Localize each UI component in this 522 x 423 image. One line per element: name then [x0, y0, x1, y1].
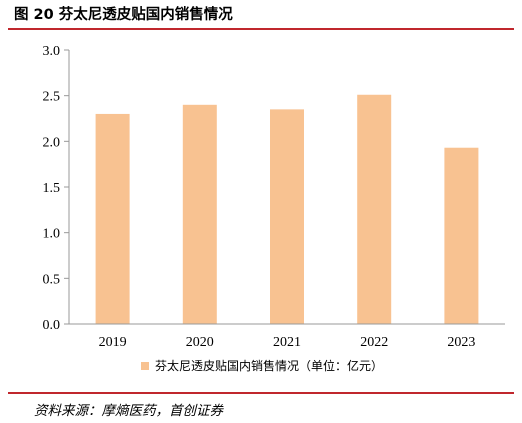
x-tick-label: 2022 — [360, 335, 388, 350]
bar-2023 — [444, 147, 479, 324]
y-axis: 0.0 0.5 1.0 1.5 2.0 2.5 3.0 — [43, 44, 70, 333]
top-rule — [8, 28, 514, 30]
figure-title: 图 20 芬太尼透皮贴国内销售情况 — [14, 7, 233, 23]
x-tick-label: 2021 — [273, 335, 301, 350]
x-tick-label: 2019 — [99, 335, 127, 350]
legend-swatch — [141, 362, 149, 370]
y-tick-label: 0.5 — [43, 272, 61, 287]
bar-2022 — [357, 94, 392, 325]
bottom-rule — [8, 392, 514, 394]
y-tick-label: 2.5 — [43, 90, 61, 105]
bar-2019 — [95, 113, 130, 324]
source-note: 资料来源：摩熵医药，首创证券 — [34, 403, 223, 419]
y-tick-label: 3.0 — [43, 44, 61, 59]
x-tick-label: 2020 — [186, 335, 214, 350]
y-tick-label: 2.0 — [43, 135, 61, 150]
y-tick-label: 1.0 — [43, 227, 61, 242]
bars — [95, 94, 479, 325]
legend: 芬太尼透皮贴国内销售情况（单位：亿元） — [141, 358, 383, 373]
y-tick-label: 0.0 — [43, 318, 61, 333]
x-axis: 2019 2020 2021 2022 2023 — [69, 323, 505, 350]
y-tick-label: 1.5 — [43, 181, 61, 196]
bar-2021 — [270, 109, 304, 324]
x-tick-label: 2023 — [447, 335, 475, 350]
bar-2020 — [182, 104, 217, 324]
legend-label: 芬太尼透皮贴国内销售情况（单位：亿元） — [155, 358, 383, 373]
